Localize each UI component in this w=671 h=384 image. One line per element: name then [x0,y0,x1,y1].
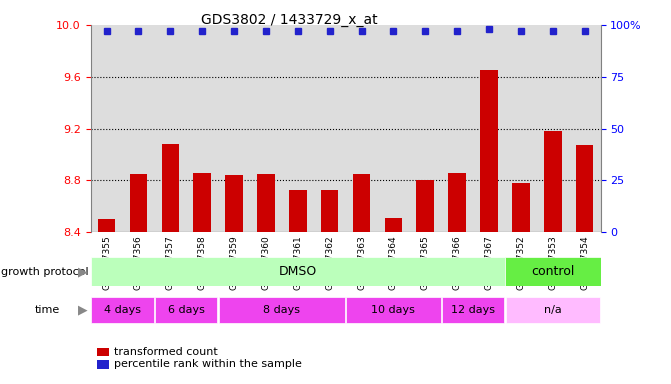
Bar [218,25,250,232]
Text: percentile rank within the sample: percentile rank within the sample [114,359,302,369]
Bar [576,146,593,232]
Bar [219,297,345,323]
Bar [512,183,529,232]
Text: ▶: ▶ [78,265,87,278]
Bar [442,297,505,323]
Bar [417,180,434,232]
Bar [346,297,441,323]
Text: ▶: ▶ [78,304,87,316]
Text: 10 days: 10 days [372,305,415,315]
Bar [384,218,402,232]
Bar [91,257,505,286]
Bar [193,173,211,232]
Text: transformed count: transformed count [114,347,218,357]
Text: 12 days: 12 days [451,305,495,315]
Bar [321,190,338,232]
Text: GDS3802 / 1433729_x_at: GDS3802 / 1433729_x_at [201,13,378,27]
Bar [98,219,115,232]
Text: control: control [531,265,574,278]
Bar [409,25,442,232]
Bar [186,25,218,232]
Bar [130,174,147,232]
Text: n/a: n/a [544,305,562,315]
Bar [225,175,243,232]
Bar [91,25,123,232]
Bar [505,257,601,286]
Text: DMSO: DMSO [278,265,317,278]
Bar [346,25,377,232]
Bar [250,25,282,232]
Bar [353,174,370,232]
Bar [155,297,217,323]
Bar [442,25,473,232]
Bar [162,144,179,232]
Bar [154,25,186,232]
Bar [91,297,154,323]
Bar [282,25,313,232]
Text: growth protocol: growth protocol [1,266,89,277]
Bar [505,297,600,323]
Bar [448,173,466,232]
Bar [480,70,498,232]
Bar [473,25,505,232]
Bar [544,131,562,232]
Text: 4 days: 4 days [104,305,141,315]
Text: 6 days: 6 days [168,305,205,315]
Bar [537,25,568,232]
Bar [313,25,346,232]
Bar [257,174,274,232]
Text: 8 days: 8 days [263,305,301,315]
Bar [377,25,409,232]
Bar [289,190,307,232]
Bar [568,25,601,232]
Bar [505,25,537,232]
Bar [123,25,154,232]
Text: time: time [35,305,60,315]
